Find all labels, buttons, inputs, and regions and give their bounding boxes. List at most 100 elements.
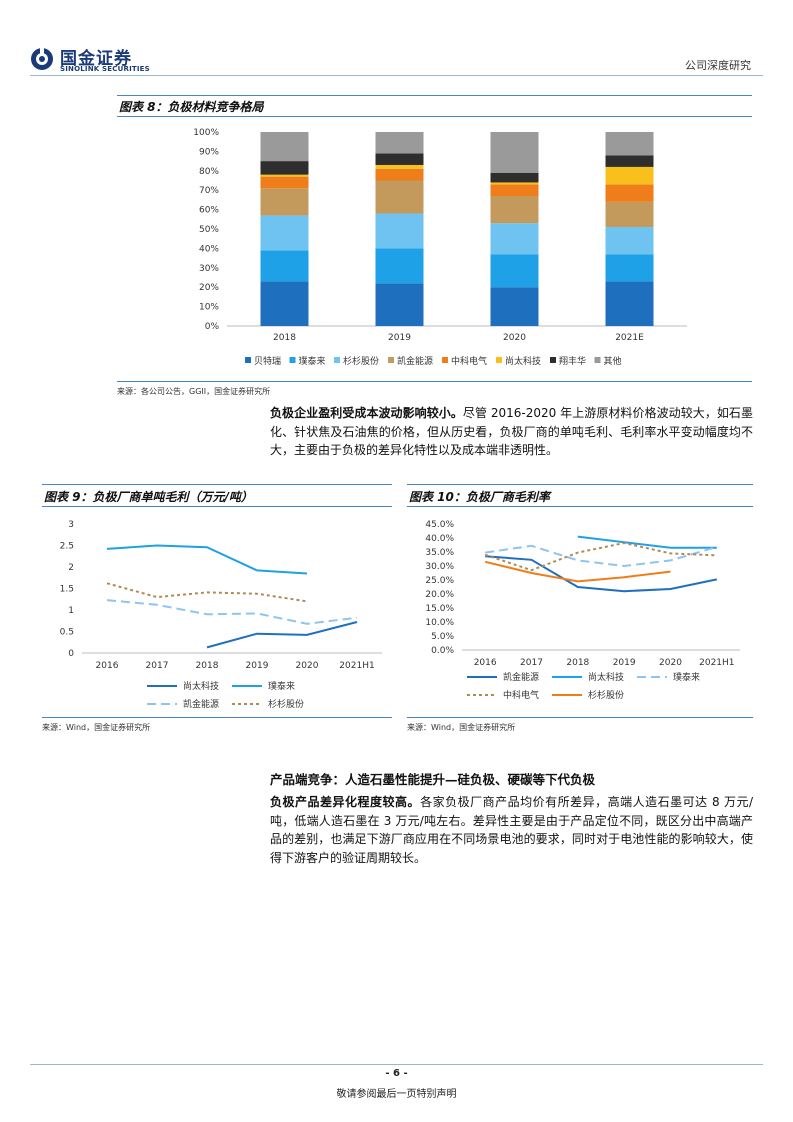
fig10-legend-label: 中科电气	[503, 689, 539, 701]
fig8-source: 来源：各公司公告，GGII，国金证券研究所	[117, 387, 271, 396]
logo-text-en: SINOLINK SECURITIES	[60, 65, 150, 73]
fig10-series-line	[484, 541, 717, 572]
fig9-legend-label: 凯金能源	[183, 698, 219, 710]
fig9-x-tick-label: 2018	[196, 661, 219, 671]
fig8-bar-segment	[375, 153, 424, 165]
fig8-bar-segment	[490, 196, 539, 224]
fig8-bar-segment	[375, 248, 424, 284]
fig10-series-line	[484, 560, 671, 583]
fig8-bar-segment	[605, 254, 654, 282]
fig8-x-tick-label: 2020	[503, 333, 526, 343]
fig8-legend-label: 杉杉股份	[343, 355, 379, 367]
fig9-series-line	[206, 621, 358, 649]
fig8-title: 图表 8：负极材料竞争格局	[119, 100, 264, 114]
fig8-bar-segment	[490, 182, 539, 185]
fig8-bar-segment	[260, 215, 309, 251]
fig10-legend-label: 凯金能源	[503, 671, 539, 683]
fig8-x-tick-label: 2021E	[615, 333, 644, 343]
fig8-bar-segment	[605, 281, 654, 326]
fig8-bar-segment	[605, 155, 654, 167]
fig8-bar-segment	[375, 168, 424, 181]
fig8-x-tick-label: 2019	[388, 333, 411, 343]
fig10-y-tick-label: 35.0%	[425, 548, 454, 558]
fig8-bar-segment	[260, 281, 309, 326]
fig8-bar-segment	[260, 161, 309, 175]
fig8-bar-segment	[375, 283, 424, 326]
fig8-legend-label: 凯金能源	[397, 355, 433, 367]
fig10-source: 来源：Wind，国金证券研究所	[407, 723, 516, 732]
fig10-legend-label: 杉杉股份	[588, 689, 624, 701]
fig10-line-chart: 0.0% 5.0% 10.0% 15.0% 20.0% 25.0% 30.0% 35.0% 40…	[425, 520, 740, 701]
fig10-title-rule	[407, 506, 753, 507]
fig8-bar-segment	[260, 174, 309, 177]
fig8-legend-swatch	[496, 357, 502, 363]
fig8-bar-segment	[375, 213, 424, 249]
fig8-bottom-rule	[117, 381, 752, 382]
paragraph-product-diff-body: 各家负极厂商产品均价有所差异，高端人造石墨可达 8 万元/吨，低端人造石墨在 3…	[270, 795, 753, 865]
footer-disclaimer: 敬请参阅最后一页特别声明	[336, 1089, 457, 1100]
fig9-x-tick-label: 2019	[246, 661, 269, 671]
fig9-y-tick-label: 1	[68, 606, 74, 616]
fig10-y-tick-label: 5.0%	[431, 632, 454, 642]
fig8-legend-swatch	[245, 357, 251, 363]
fig10-bottom-rule	[407, 717, 753, 718]
fig10-x-tick-label: 2017	[520, 658, 543, 668]
report-type: 公司深度研究	[685, 59, 751, 72]
header-divider	[30, 75, 763, 76]
fig8-y-tick-label: 30%	[199, 264, 219, 274]
fig8-bar-segment	[490, 184, 539, 197]
fig8-y-tick-label: 100%	[193, 128, 219, 138]
fig8-y-tick-label: 90%	[199, 147, 219, 157]
fig8-top-rule	[117, 95, 752, 96]
fig9-series-line	[106, 582, 308, 603]
fig8-legend-label: 中科电气	[451, 355, 487, 367]
fig10-top-rule	[407, 484, 753, 485]
fig8-legend-label: 贝特瑞	[254, 355, 281, 367]
fig8-y-tick-label: 10%	[199, 303, 219, 313]
fig10-x-tick-label: 2018	[566, 658, 589, 668]
fig8-legend-swatch	[594, 357, 601, 363]
fig9-legend-label: 璞泰来	[268, 680, 295, 692]
fig10-y-tick-label: 15.0%	[425, 604, 454, 614]
fig8-stacked-bar-chart: 0% 10% 20% 30% 40% 50% 60% 70% 80% 90% 100% 2018 201…	[193, 128, 687, 367]
fig8-legend-swatch	[442, 357, 448, 363]
fig9-series-line	[106, 599, 358, 625]
fig9-y-tick-label: 2	[68, 563, 74, 573]
fig9-source: 来源：Wind，国金证券研究所	[42, 723, 151, 732]
fig8-legend-label: 其他	[604, 355, 622, 367]
paragraph-product-diff: 负极产品差异化程度较高。各家负极厂商产品均价有所差异，高端人造石墨可达 8 万元…	[270, 793, 753, 867]
fig10-y-tick-label: 20.0%	[425, 590, 454, 600]
fig10-series-line	[485, 544, 718, 568]
fig8-bar-segment	[260, 132, 309, 162]
paragraph-cost-impact-body: 尽管 2016-2020 年上游原材料价格波动较大，如石墨化、针状焦及石油焦的价…	[270, 406, 753, 457]
fig8-legend-label: 璞泰来	[299, 355, 326, 367]
fig8-x-tick-label: 2018	[273, 333, 296, 343]
fig10-x-tick-label: 2016	[474, 658, 497, 668]
fig8-y-tick-label: 60%	[199, 206, 219, 216]
fig9-title-rule	[42, 506, 392, 507]
fig9-y-tick-label: 2.5	[60, 542, 74, 552]
logo-mark-icon	[31, 47, 53, 70]
fig10-x-tick-label: 2021H1	[699, 658, 734, 668]
paragraph-cost-impact: 负极企业盈利受成本波动影响较小。尽管 2016-2020 年上游原材料价格波动较…	[270, 404, 753, 460]
company-logo: 国金证券 SINOLINK SECURITIES	[30, 46, 160, 76]
fig10-title: 图表 10：负极厂商毛利率	[409, 490, 550, 504]
fig10-series-line	[577, 535, 717, 549]
fig8-bar-segment	[375, 180, 424, 214]
fig10-y-tick-label: 40.0%	[425, 534, 454, 544]
fig8-bar-segment	[375, 164, 424, 169]
fig8-bar-segment	[375, 132, 424, 154]
fig10-legend-label: 璞泰来	[673, 671, 700, 683]
fig8-legend-swatch	[289, 357, 296, 363]
fig10-x-tick-label: 2020	[659, 658, 682, 668]
fig8-y-tick-label: 80%	[199, 167, 219, 177]
fig9-bottom-rule	[42, 717, 392, 718]
fig10-series-line	[485, 555, 718, 593]
fig8-y-tick-label: 40%	[199, 244, 219, 254]
fig10-x-tick-label: 2019	[613, 658, 636, 668]
fig8-bar-segment	[490, 172, 539, 183]
fig10-y-tick-label: 45.0%	[425, 520, 454, 530]
paragraph-product-diff-lead: 负极产品差异化程度较高。	[270, 795, 421, 809]
fig8-title-rule	[117, 116, 752, 117]
fig8-bar-segment	[260, 176, 309, 189]
